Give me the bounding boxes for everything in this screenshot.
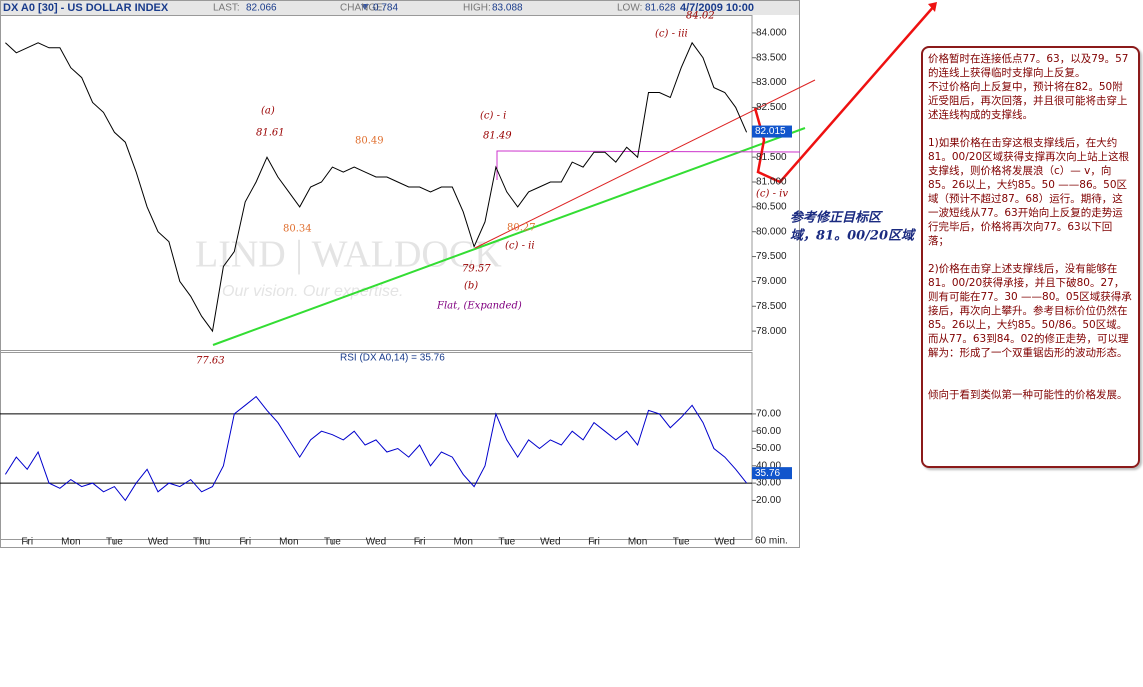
- annotation: (c) - ii: [505, 241, 535, 252]
- annotation: 域，81。00/20区域: [790, 228, 916, 244]
- x-unit: 60 min.: [755, 536, 788, 547]
- annotation: 81.49: [483, 131, 512, 142]
- x-tick-label: Mon: [279, 537, 298, 548]
- note-paragraph: 倾向于看到类似第一种可能性的价格发展。: [928, 389, 1128, 401]
- annotation: 84.02: [686, 11, 715, 22]
- watermark-tagline: Our vision. Our expertise.: [222, 283, 403, 300]
- header-value: 0.784: [373, 3, 398, 14]
- last-value-label: 82.015: [755, 126, 786, 137]
- note-paragraph: 而从77。63到84。02的修正走势，可以理解为：形成了一个双重锯齿形的波动形态…: [928, 333, 1129, 359]
- header-bar: [1, 1, 799, 15]
- annotation: 81.61: [256, 128, 285, 139]
- annotation: 参考修正目标区: [790, 210, 883, 226]
- annotation: 80.27: [507, 223, 536, 234]
- x-tick-label: Mon: [453, 537, 472, 548]
- last-value-box: [752, 467, 792, 480]
- y-tick-label: 80.500: [756, 201, 787, 212]
- x-tick-label: Thu: [193, 537, 210, 548]
- note-paragraph: 2)价格在击穿上述支撑线后，没有能够在81。00/20获得承接，并且下破80。2…: [928, 263, 1132, 331]
- y-tick-label: 79.000: [756, 276, 787, 287]
- support-line: [212, 127, 806, 346]
- change-arrow: [361, 4, 369, 10]
- watermark: LIND | WALDOCK: [195, 234, 502, 276]
- x-tick-label: Tue: [673, 537, 690, 548]
- note-paragraph: 不过价格向上反复中，预计将在82。50附近受阻后，再次回落，并且很可能将击穿上述…: [928, 81, 1128, 121]
- x-tick-label: Wed: [366, 537, 386, 548]
- x-tick-label: Fri: [414, 537, 426, 548]
- annotation: (c) - i: [480, 111, 506, 122]
- annotation: 79.57: [462, 264, 491, 275]
- note-paragraph: 价格暂时在连接低点77。63，以及79。57的连线上获得临时支撑向上反复。: [928, 53, 1129, 79]
- arrow-head: [928, 2, 937, 12]
- y-tick-label: 80.000: [756, 226, 787, 237]
- x-tick-label: Wed: [715, 537, 735, 548]
- annotation: (a): [261, 106, 275, 117]
- y-tick-label: 79.500: [756, 251, 787, 262]
- last-value-label: 35.76: [755, 468, 780, 479]
- series-line: [4, 395, 747, 502]
- rsi-title: RSI (DX A0,14) = 35.76: [340, 353, 445, 364]
- y-tick-label: 84.000: [756, 28, 787, 39]
- annotation: Flat, (Expanded): [436, 301, 522, 312]
- trend-line: [474, 79, 816, 249]
- y-tick-label: 78.000: [756, 326, 787, 337]
- header-label: LAST:: [213, 3, 240, 14]
- y-tick-label: 70.00: [756, 409, 781, 420]
- x-tick-label: Fri: [21, 537, 33, 548]
- x-tick-label: Tue: [324, 537, 341, 548]
- price-panel: [0, 15, 753, 351]
- rsi-panel: [0, 352, 753, 540]
- x-tick-label: Wed: [540, 537, 560, 548]
- x-tick-label: Tue: [106, 537, 123, 548]
- y-tick-label: 83.500: [756, 52, 787, 63]
- x-tick-label: Mon: [61, 537, 80, 548]
- header-value: 82.066: [246, 3, 277, 14]
- x-tick-label: Fri: [588, 537, 600, 548]
- annotation: (b): [464, 281, 478, 292]
- x-tick-label: Fri: [239, 537, 251, 548]
- header-label: HIGH:: [463, 3, 491, 14]
- annotation: 77.63: [196, 356, 225, 367]
- x-tick-label: Mon: [628, 537, 647, 548]
- chart-title: DX A0 [30] - US DOLLAR INDEX: [3, 2, 169, 14]
- y-tick-label: 78.500: [756, 301, 787, 312]
- header-label: CHANGE:: [340, 3, 386, 14]
- chart-frame: [0, 0, 800, 548]
- last-value-box: [752, 125, 792, 138]
- y-tick-label: 60.00: [756, 426, 781, 437]
- annotation: 80.49: [355, 136, 384, 147]
- annotation: (c) - iv: [756, 189, 788, 200]
- y-tick-label: 82.500: [756, 102, 787, 113]
- header-value: 83.088: [492, 3, 523, 14]
- series-line: [5, 41, 748, 333]
- y-tick-label: 81.500: [756, 152, 787, 163]
- header-label: LOW:: [617, 3, 642, 14]
- note-paragraph: 1)如果价格在击穿这根支撑线后，在大约81。00/20区域获得支撑再次向上站上这…: [928, 137, 1130, 247]
- analysis-note: 价格暂时在连接低点77。63，以及79。57的连线上获得临时支撑向上反复。 不过…: [921, 46, 1140, 468]
- y-tick-label: 81.000: [756, 177, 787, 188]
- date: 4/7/2009 10:00: [680, 2, 754, 14]
- x-tick-label: Tue: [498, 537, 515, 548]
- y-tick-label: 20.00: [756, 495, 781, 506]
- y-tick-label: 83.000: [756, 77, 787, 88]
- annotation: 80.34: [283, 224, 312, 235]
- y-tick-label: 50.00: [756, 443, 781, 454]
- header-value: 81.628: [645, 3, 676, 14]
- y-tick-label: 40.00: [756, 460, 781, 471]
- annotation: (c) - iii: [655, 29, 688, 40]
- y-tick-label: 30.00: [756, 478, 781, 489]
- x-tick-label: Wed: [148, 537, 168, 548]
